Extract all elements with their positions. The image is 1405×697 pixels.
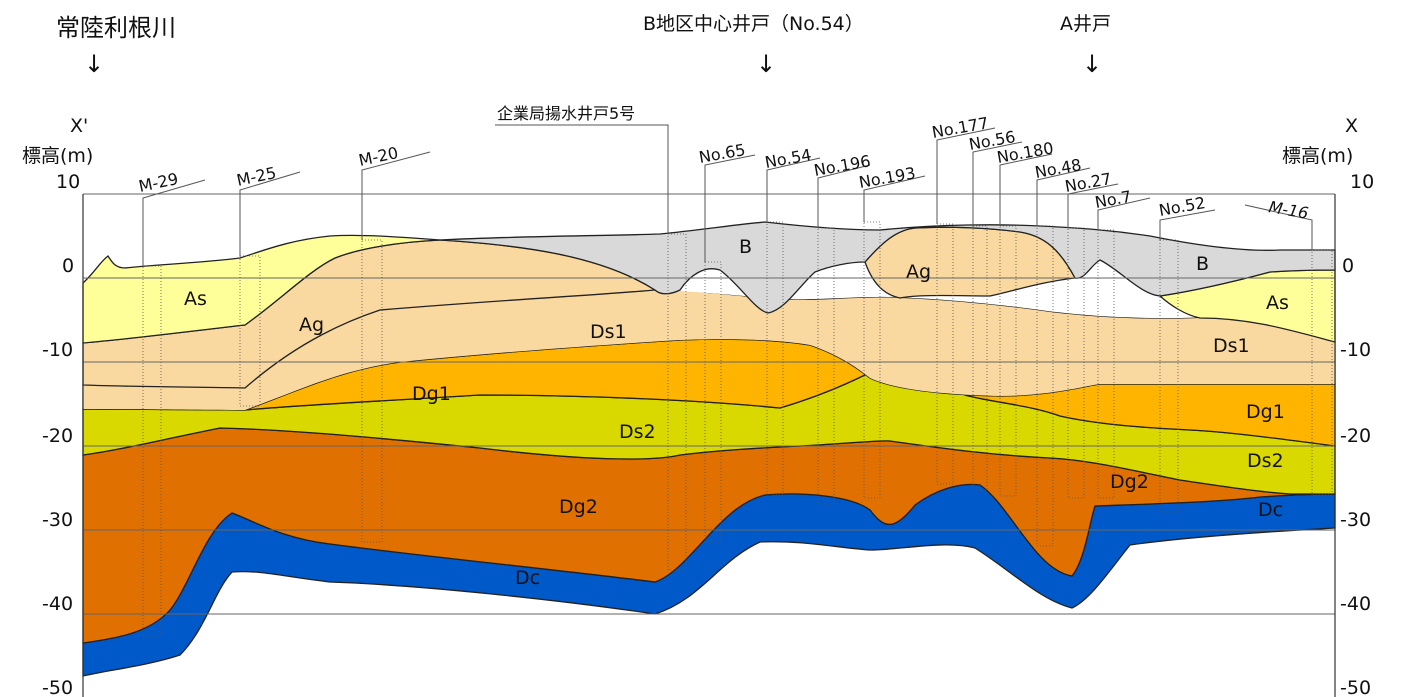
layer-label-b-right: B xyxy=(1196,253,1209,275)
layer-b-fill xyxy=(439,221,1336,314)
leader-m29 xyxy=(142,179,206,266)
layer-label-dc: Dc xyxy=(515,567,540,589)
leader-m25 xyxy=(239,171,301,256)
center-well-arrow: ↓ xyxy=(756,50,776,78)
left-tick-10: 10 xyxy=(56,171,80,193)
leader-no56 xyxy=(972,141,1023,226)
leader-no27 xyxy=(1067,183,1119,228)
layer-as-fill-left xyxy=(82,234,441,344)
layer-label-b: B xyxy=(739,236,752,258)
right-tick-10: 10 xyxy=(1350,171,1374,193)
leader-no65 xyxy=(704,154,756,262)
right-ticks: 10 0 -10 -20 -30 -40 -50 xyxy=(1340,171,1374,697)
borehole-m20 xyxy=(361,239,383,543)
well-label-no65: No.65 xyxy=(697,140,747,167)
borehole-no7 xyxy=(1097,229,1115,499)
river-label: 常陸利根川 xyxy=(56,14,176,42)
well-label-m25: M-25 xyxy=(235,163,278,190)
leader-pump5 xyxy=(495,124,669,234)
leader-no48 xyxy=(1036,167,1091,226)
layer-label-dg2: Dg2 xyxy=(559,496,598,518)
leader-no177 xyxy=(936,127,996,224)
grid-lines xyxy=(83,193,1335,615)
leader-no7 xyxy=(1097,197,1151,230)
layer-label-as-right: As xyxy=(1266,292,1289,314)
borehole-no52 xyxy=(1159,239,1179,513)
left-tick-minus20: -20 xyxy=(42,425,73,447)
layer-label-dc-right: Dc xyxy=(1258,499,1283,521)
right-end-label: X xyxy=(1345,115,1358,137)
frame xyxy=(82,194,1336,697)
well-label-m16: M-16 xyxy=(1267,197,1310,223)
left-tick-minus10: -10 xyxy=(42,339,73,361)
layer-label-dg1-right: Dg1 xyxy=(1246,401,1285,423)
borehole-no180 xyxy=(999,225,1017,497)
layer-labels: B B As As Ag Ag Ds1 Ds1 Dg1 Dg1 Ds2 Ds2 … xyxy=(184,236,1289,589)
left-ticks: 10 0 -10 -20 -30 -40 -50 xyxy=(42,171,80,697)
layer-label-ag: Ag xyxy=(299,314,324,336)
borehole-no65 xyxy=(704,261,722,543)
borehole-m16 xyxy=(1311,249,1333,495)
right-tick-minus40: -40 xyxy=(1340,593,1371,615)
layer-label-ds2-right: Ds2 xyxy=(1247,450,1284,472)
left-tick-minus30: -30 xyxy=(42,509,73,531)
layer-fills xyxy=(82,221,1336,677)
right-tick-minus20: -20 xyxy=(1340,425,1371,447)
layer-label-ds2: Ds2 xyxy=(619,421,656,443)
right-tick-0: 0 xyxy=(1342,255,1354,277)
borehole-no27 xyxy=(1067,227,1085,499)
borehole-no56 xyxy=(972,225,988,491)
left-unit-label: 標高(m) xyxy=(22,145,93,167)
boreholes xyxy=(142,221,1333,637)
center-well-label: B地区中心井戸（No.54） xyxy=(643,13,864,35)
well-label-no52: No.52 xyxy=(1157,193,1207,220)
borehole-no196 xyxy=(817,227,835,505)
pump-well-label: 企業局揚水井戸5号 xyxy=(497,104,635,123)
right-unit-label: 標高(m) xyxy=(1282,145,1353,167)
well-label-m20: M-20 xyxy=(357,143,400,170)
a-well-arrow: ↓ xyxy=(1082,50,1102,78)
leader-no196 xyxy=(817,164,871,228)
well-label-no54: No.54 xyxy=(763,145,813,172)
leader-no54 xyxy=(766,157,821,222)
left-tick-0: 0 xyxy=(62,255,74,277)
well-label-no7: No.7 xyxy=(1093,187,1132,212)
right-tick-minus30: -30 xyxy=(1340,509,1371,531)
well-labels: M-29 M-25 M-20 No.65 No.54 No.196 No.193… xyxy=(137,113,1310,223)
borehole-m25 xyxy=(239,255,261,407)
right-tick-minus50: -50 xyxy=(1340,677,1371,697)
borehole-m29 xyxy=(142,265,162,637)
well-label-m29: M-29 xyxy=(137,169,180,196)
right-tick-minus10: -10 xyxy=(1340,339,1371,361)
left-tick-minus40: -40 xyxy=(42,593,73,615)
layer-label-ds1-right: Ds1 xyxy=(1213,335,1250,357)
layer-label-dg2-right: Dg2 xyxy=(1110,471,1149,493)
borehole-pump5 xyxy=(667,233,687,571)
layer-label-ag-right: Ag xyxy=(906,261,931,283)
layer-label-ds1: Ds1 xyxy=(590,321,627,343)
left-end-label: X' xyxy=(70,115,88,137)
layer-label-as: As xyxy=(184,288,207,310)
leader-no52 xyxy=(1159,209,1216,240)
borehole-no193 xyxy=(863,221,881,499)
leader-m16 xyxy=(1244,204,1313,250)
well-leaders xyxy=(142,124,1313,266)
left-tick-minus50: -50 xyxy=(42,677,73,697)
leader-m20 xyxy=(361,151,431,240)
river-arrow: ↓ xyxy=(84,50,104,78)
layer-label-dg1: Dg1 xyxy=(412,383,451,405)
a-well-label: A井戸 xyxy=(1060,13,1111,35)
leader-no193 xyxy=(863,175,926,222)
leader-no180 xyxy=(999,153,1053,226)
